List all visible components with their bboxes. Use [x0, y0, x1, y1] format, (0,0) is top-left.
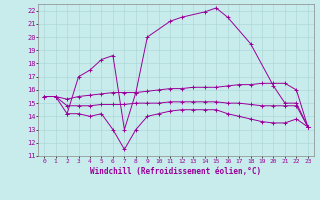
- X-axis label: Windchill (Refroidissement éolien,°C): Windchill (Refroidissement éolien,°C): [91, 167, 261, 176]
